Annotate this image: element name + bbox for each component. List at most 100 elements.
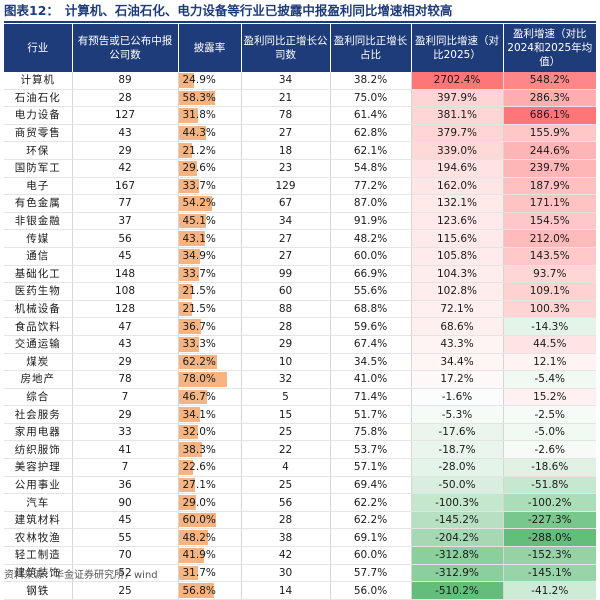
table-row: 商贸零售 43 44.3% 27 62.8% 379.7% 155.9%	[4, 124, 596, 143]
industry-earnings-table: 行业 有预告或已公布中报公司数 披露率 盈利同比正增长公司数 盈利同比正增长占比…	[4, 24, 596, 600]
disclosure-rate-bar	[178, 477, 196, 493]
positive-count-cell: 23	[241, 159, 331, 178]
positive-ratio-cell: 51.7%	[330, 405, 412, 424]
disclosure-rate-bar	[178, 248, 201, 264]
disclosure-rate-value: 58.3%	[182, 91, 216, 104]
growth-avg-cell: 286.3%	[503, 89, 596, 108]
industry-cell: 非银金融	[4, 212, 73, 231]
growth-2025-cell: 72.1%	[411, 300, 504, 319]
disclosure-rate-bar	[178, 372, 227, 387]
disclosure-rate-cell: 43.1%	[178, 229, 242, 248]
table-row: 石油石化 28 58.3% 21 75.0% 397.9% 286.3%	[4, 89, 596, 108]
positive-ratio-cell: 61.4%	[330, 106, 412, 125]
table-row: 通信 45 34.9% 27 60.0% 105.8% 143.5%	[4, 247, 596, 266]
disclosure-rate-cell: 31.7%	[178, 564, 242, 583]
disclosure-rate-bar	[178, 178, 200, 194]
company-count-cell: 29	[72, 141, 179, 160]
disclosure-rate-value: 41.9%	[182, 549, 216, 562]
positive-ratio-cell: 41.0%	[330, 370, 412, 389]
disclosure-rate-cell: 46.7%	[178, 388, 242, 407]
disclosure-rate-bar	[178, 460, 193, 475]
company-count-cell: 89	[72, 72, 179, 90]
company-count-cell: 47	[72, 317, 179, 336]
disclosure-rate-value: 46.7%	[182, 390, 216, 403]
table-row: 计算机 89 24.9% 34 38.2% 2702.4% 548.2%	[4, 72, 596, 90]
table-row: 公用事业 36 27.1% 25 69.4% -50.0% -51.8%	[4, 476, 596, 495]
disclosure-rate-cell: 45.1%	[178, 212, 242, 231]
header-positive-count: 盈利同比正增长公司数	[241, 24, 331, 72]
disclosure-rate-cell: 48.2%	[178, 528, 242, 548]
growth-2025-cell: 17.2%	[411, 370, 504, 389]
table-row: 综合 7 46.7% 5 71.4% -1.6% 15.2%	[4, 388, 596, 407]
industry-cell: 房地产	[4, 370, 73, 389]
table-row: 机械设备 128 21.5% 88 68.8% 72.1% 100.3%	[4, 300, 596, 319]
positive-ratio-cell: 62.2%	[330, 511, 412, 530]
disclosure-rate-cell: 58.3%	[178, 89, 242, 108]
company-count-cell: 52	[72, 564, 179, 583]
positive-ratio-cell: 67.4%	[330, 335, 412, 354]
company-count-cell: 128	[72, 300, 179, 319]
table-row: 社会服务 29 34.1% 15 51.7% -5.3% -2.5%	[4, 405, 596, 424]
positive-ratio-cell: 66.9%	[330, 265, 412, 284]
company-count-cell: 167	[72, 177, 179, 196]
disclosure-rate-value: 31.8%	[182, 109, 216, 122]
positive-count-cell: 67	[241, 194, 331, 213]
company-count-cell: 37	[72, 212, 179, 231]
positive-count-cell: 60	[241, 282, 331, 301]
industry-cell: 公用事业	[4, 476, 73, 495]
disclosure-rate-value: 29.6%	[182, 162, 216, 175]
disclosure-rate-cell: 24.9%	[178, 72, 242, 90]
growth-2025-cell: -204.2%	[411, 528, 504, 548]
table-row: 医药生物 108 21.5% 60 55.6% 102.8% 109.1%	[4, 282, 596, 301]
disclosure-rate-cell: 29.6%	[178, 159, 242, 178]
table-row: 纺织服饰 41 38.3% 22 53.7% -18.7% -2.6%	[4, 440, 596, 460]
company-count-cell: 127	[72, 106, 179, 125]
header-positive-ratio: 盈利同比正增长占比	[330, 24, 412, 72]
disclosure-rate-bar	[178, 266, 200, 282]
positive-ratio-cell: 91.9%	[330, 212, 412, 231]
company-count-cell: 25	[72, 581, 179, 600]
industry-cell: 综合	[4, 388, 73, 407]
positive-ratio-cell: 54.8%	[330, 159, 412, 178]
positive-count-cell: 27	[241, 124, 331, 143]
growth-avg-cell: 143.5%	[503, 247, 596, 266]
disclosure-rate-cell: 33.7%	[178, 265, 242, 284]
disclosure-rate-value: 21.2%	[182, 144, 216, 157]
figure-title: 图表12： 计算机、石油石化、电力设备等行业已披露中报盈利同比增速相对较高	[4, 2, 452, 20]
growth-2025-cell: -145.2%	[411, 511, 504, 530]
disclosure-rate-bar	[178, 354, 218, 370]
growth-avg-cell: -227.3%	[503, 511, 596, 530]
positive-ratio-cell: 60.0%	[330, 247, 412, 266]
growth-avg-cell: -5.0%	[503, 423, 596, 442]
company-count-cell: 45	[72, 247, 179, 266]
industry-cell: 通信	[4, 247, 73, 266]
growth-2025-cell: 102.8%	[411, 282, 504, 301]
industry-cell: 食品饮料	[4, 317, 73, 336]
company-count-cell: 36	[72, 476, 179, 495]
disclosure-rate-bar	[178, 213, 207, 229]
industry-cell: 农林牧渔	[4, 528, 73, 548]
growth-2025-cell: -312.9%	[411, 564, 504, 583]
growth-avg-cell: 44.5%	[503, 335, 596, 354]
disclosure-rate-value: 31.7%	[182, 566, 216, 579]
positive-count-cell: 25	[241, 423, 331, 442]
disclosure-rate-bar	[178, 196, 213, 211]
disclosure-rate-value: 21.5%	[182, 303, 216, 316]
growth-avg-cell: -51.8%	[503, 476, 596, 495]
industry-cell: 钢铁	[4, 581, 73, 600]
industry-cell: 煤炭	[4, 353, 73, 372]
industry-cell: 建筑装饰	[4, 564, 73, 583]
positive-count-cell: 88	[241, 300, 331, 319]
positive-ratio-cell: 38.2%	[330, 72, 412, 90]
disclosure-rate-value: 33.7%	[182, 179, 216, 192]
positive-count-cell: 56	[241, 493, 331, 512]
growth-2025-cell: 397.9%	[411, 89, 504, 108]
disclosure-rate-cell: 21.5%	[178, 282, 242, 301]
figure-label: 图表12：	[4, 3, 59, 18]
disclosure-rate-value: 38.3%	[182, 443, 216, 456]
positive-count-cell: 32	[241, 370, 331, 389]
positive-count-cell: 10	[241, 353, 331, 372]
disclosure-rate-value: 29.0%	[182, 496, 216, 509]
industry-cell: 电子	[4, 177, 73, 196]
positive-ratio-cell: 75.0%	[330, 89, 412, 108]
